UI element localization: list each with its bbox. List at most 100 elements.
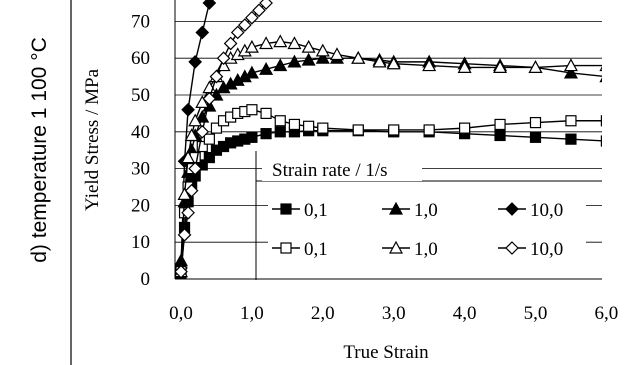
legend-entries-background	[268, 188, 586, 270]
data-point	[184, 183, 199, 198]
y-tick-label: 40	[131, 122, 150, 143]
data-point	[329, 47, 344, 61]
data-point	[301, 39, 316, 53]
data-point	[195, 25, 210, 40]
data-point	[422, 58, 437, 72]
legend-title-background	[262, 155, 422, 181]
x-tick-label: 3,0	[382, 303, 406, 324]
legend-marker	[280, 203, 292, 215]
y-axis-title: Yield Stress / MPa	[82, 68, 103, 211]
legend-label: 1,0	[414, 200, 438, 221]
data-point	[386, 56, 401, 70]
data-point	[260, 107, 272, 120]
data-point	[177, 187, 192, 200]
data-point	[230, 25, 245, 40]
data-point	[175, 264, 188, 279]
data-point	[246, 131, 258, 143]
data-point	[599, 66, 602, 72]
data-point	[202, 91, 217, 106]
data-point	[246, 104, 258, 116]
axes	[174, 0, 602, 280]
legend-marker	[505, 202, 519, 216]
data-point	[244, 65, 259, 79]
legend-entry: 0,1	[272, 239, 328, 260]
data-point	[493, 60, 508, 74]
data-point	[372, 54, 387, 68]
data-point	[352, 124, 364, 136]
y-tick-label: 50	[131, 85, 150, 106]
legend-marker	[388, 201, 404, 215]
x-tick-label: 5,0	[524, 303, 548, 324]
legend-marker	[505, 241, 519, 255]
data-point	[210, 122, 223, 134]
data-point	[528, 60, 543, 74]
data-point	[216, 51, 231, 66]
data-point	[599, 77, 602, 83]
data-point	[181, 102, 195, 117]
data-point	[351, 50, 366, 64]
data-point	[600, 115, 602, 127]
data-point	[188, 113, 203, 127]
x-tick-label: 4,0	[453, 303, 477, 324]
legend-label: 0,1	[304, 200, 328, 221]
legend-label: 10,0	[530, 239, 563, 260]
data-point	[600, 135, 602, 147]
data-point	[244, 39, 259, 53]
legend-entry: 0,1	[272, 200, 328, 221]
data-point	[315, 43, 330, 57]
legend-label: 0,1	[304, 239, 328, 260]
legend-marker	[280, 242, 292, 254]
y-tick-labels: 0 10 20 30 40 50 60 70	[131, 11, 150, 290]
data-point	[273, 58, 288, 72]
data-point	[315, 50, 330, 64]
data-point	[494, 129, 506, 142]
x-tick-label: 6,0	[595, 303, 619, 324]
x-tick-labels: 0,0 1,0 2,0 3,0 4,0 5,0 6,0	[169, 303, 618, 324]
data-point	[252, 3, 266, 18]
legend-entry: 1,0	[382, 200, 438, 221]
data-point	[301, 52, 316, 66]
data-point	[260, 128, 272, 140]
data-point	[245, 10, 259, 25]
data-point	[287, 36, 302, 50]
data-point	[188, 161, 203, 176]
data-point	[565, 133, 577, 145]
data-point	[388, 124, 400, 136]
series-layer	[175, 0, 602, 279]
data-point	[259, 36, 274, 50]
data-point	[529, 131, 542, 143]
data-point	[565, 115, 577, 127]
x-axis-title: True Strain	[343, 342, 429, 363]
series-5	[175, 34, 602, 278]
data-point	[181, 205, 195, 220]
legend-entry: 10,0	[498, 239, 563, 260]
series-6	[175, 0, 273, 279]
data-point	[317, 122, 329, 134]
data-point	[195, 124, 210, 139]
legend-title: Strain rate / 1/s	[272, 160, 388, 181]
data-point	[188, 55, 203, 69]
y-tick-label: 70	[131, 11, 150, 32]
legend-label: 1,0	[414, 239, 438, 260]
data-point	[274, 115, 286, 127]
data-point	[181, 150, 196, 164]
data-point	[202, 0, 217, 10]
legend-marker	[388, 240, 404, 254]
data-point	[563, 65, 578, 79]
y-tick-label: 10	[131, 232, 150, 253]
x-tick-label: 1,0	[240, 303, 264, 324]
data-point	[209, 69, 224, 84]
data-point	[259, 61, 274, 75]
legend: Strain rate / 1/s 0,1 1,0 10,0 0,1 1,0 10,0	[255, 151, 602, 280]
data-point	[459, 122, 471, 134]
data-point	[274, 126, 286, 138]
data-point	[203, 151, 215, 164]
data-point	[237, 18, 252, 32]
data-point	[177, 227, 192, 242]
data-point	[457, 60, 472, 74]
legend-label: 10,0	[530, 200, 563, 221]
data-point	[287, 54, 302, 68]
panel-label: d) temperature 1 100 °C	[28, 37, 51, 263]
legend-entry: 1,0	[382, 239, 438, 260]
